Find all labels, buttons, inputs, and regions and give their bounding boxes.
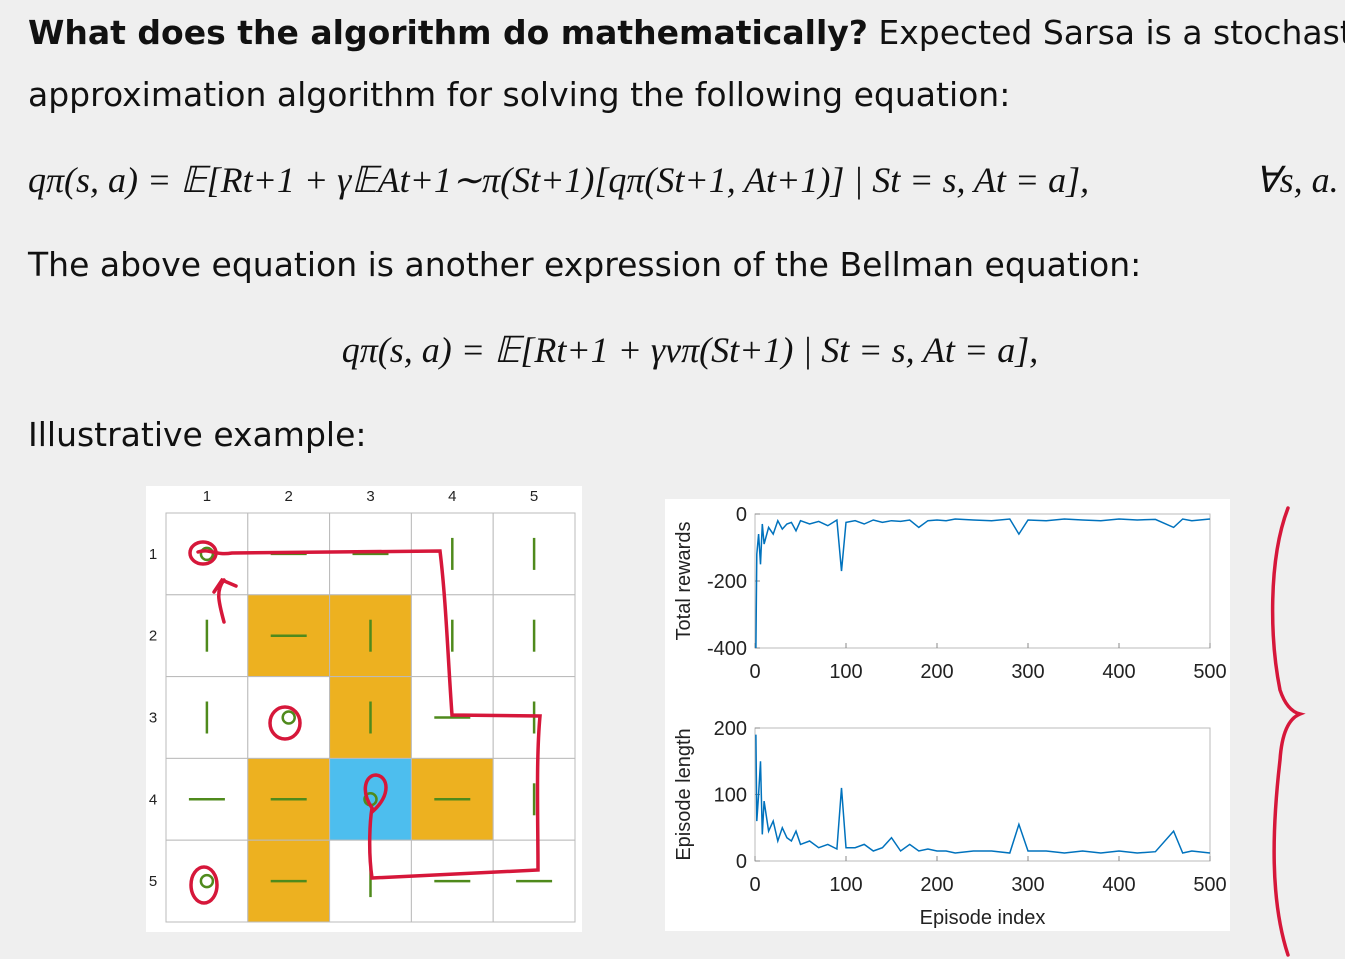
x-tick-label: 0 <box>749 661 760 683</box>
arrow-mark <box>212 577 238 624</box>
y-tick-label: 0 <box>736 851 747 873</box>
row-label: 1 <box>149 546 157 563</box>
row-label: 5 <box>149 873 157 890</box>
x-axis-label: Episode index <box>920 907 1046 929</box>
text-line: Illustrative example: <box>28 415 367 454</box>
x-tick-label: 300 <box>1011 661 1044 683</box>
column-label: 4 <box>448 488 456 505</box>
row-label: 4 <box>149 791 157 808</box>
column-label: 2 <box>285 488 293 505</box>
y-tick-label: 0 <box>736 504 747 526</box>
column-label: 1 <box>203 488 211 505</box>
equation-quantifier: ∀s, a. <box>1255 160 1339 200</box>
x-tick-label: 200 <box>920 661 953 683</box>
column-label: 5 <box>530 488 538 505</box>
x-tick-label: 100 <box>829 661 862 683</box>
brace <box>1270 506 1306 957</box>
x-tick-label: 500 <box>1193 874 1226 896</box>
x-tick-label: 200 <box>920 874 953 896</box>
line-series <box>755 734 1211 854</box>
x-tick-label: 100 <box>829 874 862 896</box>
line-series <box>755 518 1211 649</box>
y-tick-label: -400 <box>707 638 747 660</box>
y-axis-label: Episode length <box>673 728 695 860</box>
heading-bold: What does the algorithm do mathematicall… <box>28 13 868 52</box>
chart-panel <box>665 499 1230 931</box>
circle-mark <box>268 705 302 741</box>
y-tick-label: 100 <box>714 785 747 807</box>
circle-mark <box>189 865 219 905</box>
x-tick-label: 0 <box>749 874 760 896</box>
policy-marker <box>199 873 215 889</box>
annotations <box>188 506 1306 957</box>
row-label: 3 <box>149 710 157 727</box>
y-axis-label: Total rewards <box>673 522 695 641</box>
policy-marker <box>199 546 215 562</box>
x-tick-label: 400 <box>1102 874 1135 896</box>
equation: qπ(s, a) = 𝔼[Rt+1 + γvπ(St+1) | St = s, … <box>342 330 1038 370</box>
x-tick-label: 300 <box>1011 874 1044 896</box>
column-label: 3 <box>366 488 374 505</box>
equation: qπ(s, a) = 𝔼[Rt+1 + γ𝔼At+1∼π(St+1)[qπ(St… <box>28 160 1089 200</box>
grid-cell <box>165 839 249 923</box>
text-line: approximation algorithm for solving the … <box>28 75 1010 114</box>
text-line: The above equation is another expression… <box>27 245 1141 284</box>
heading: What does the algorithm do mathematicall… <box>28 13 1345 52</box>
row-label: 2 <box>149 628 157 645</box>
trajectory <box>196 549 542 880</box>
grid-cell <box>247 676 331 759</box>
x-tick-label: 500 <box>1193 661 1226 683</box>
x-tick-label: 400 <box>1102 661 1135 683</box>
y-tick-label: 200 <box>714 718 747 740</box>
y-tick-label: -200 <box>707 571 747 593</box>
policy-marker <box>281 710 296 725</box>
circle-mark <box>188 540 218 566</box>
heading-rest: Expected Sarsa is a stochastic <box>868 13 1345 52</box>
